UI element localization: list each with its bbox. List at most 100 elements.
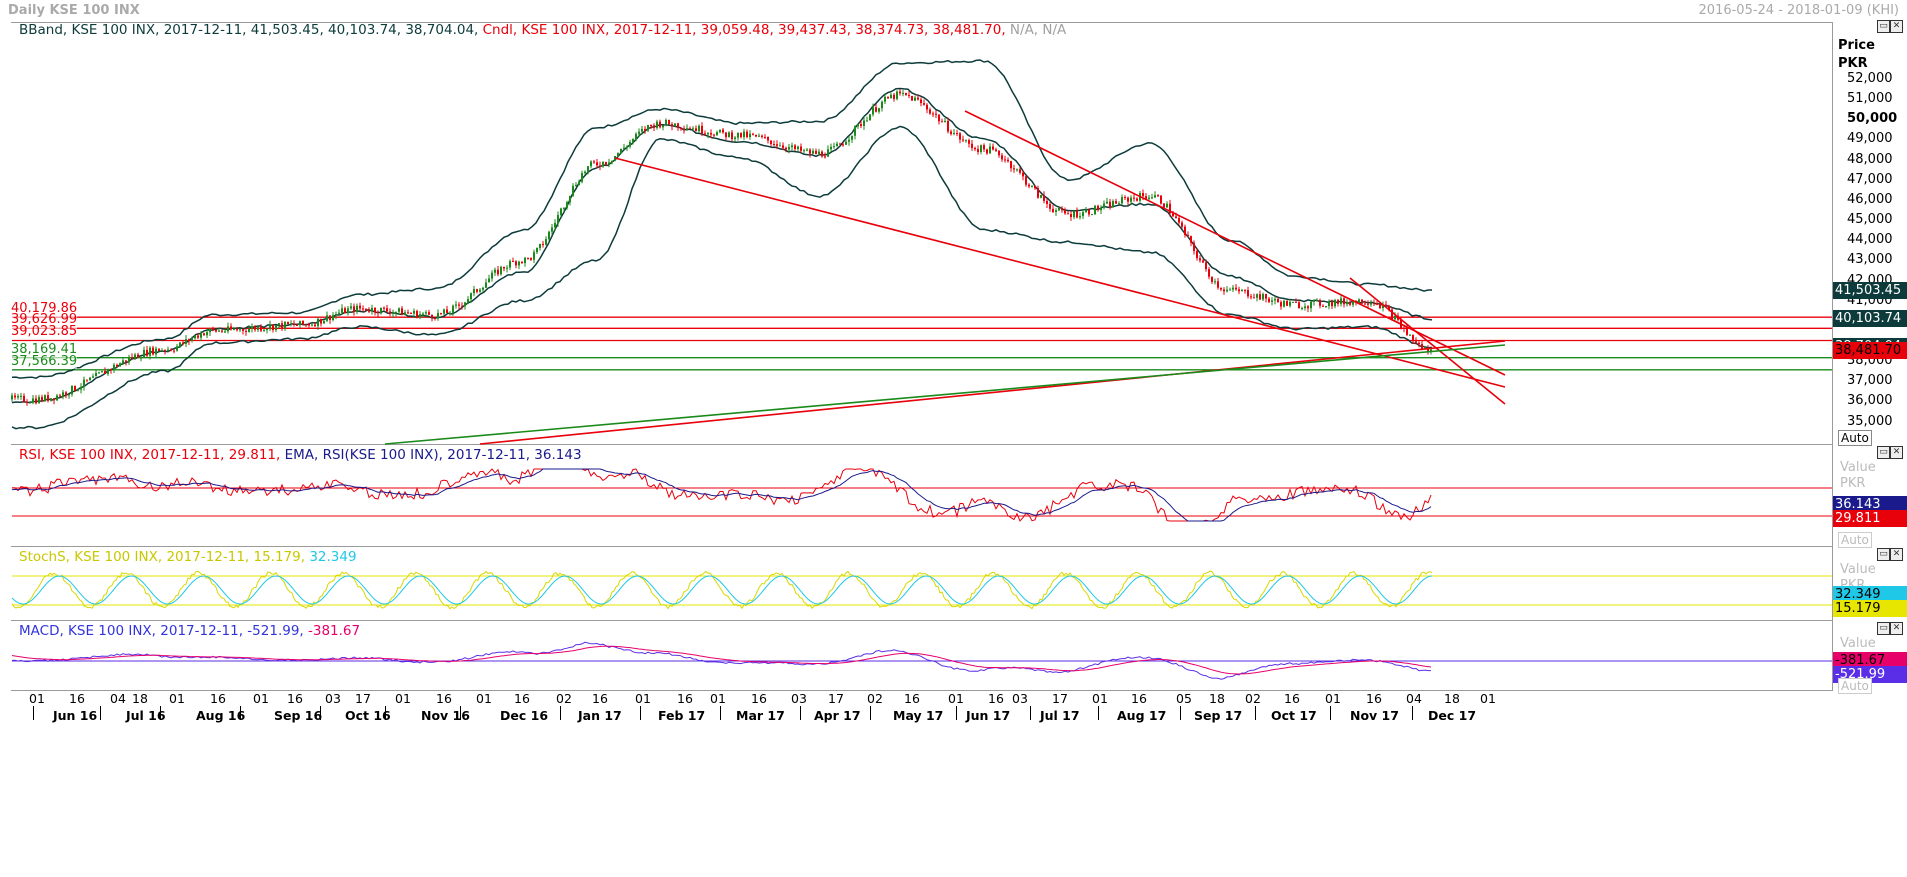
candle-body bbox=[137, 354, 139, 359]
candle-body bbox=[434, 318, 436, 320]
rsi-panel[interactable] bbox=[11, 444, 1833, 547]
candle-body bbox=[455, 304, 457, 306]
candle-body bbox=[20, 395, 22, 397]
month-separator bbox=[320, 706, 321, 720]
restore-icon[interactable]: ▭ bbox=[1877, 446, 1890, 459]
month-label: Sep 17 bbox=[1194, 708, 1243, 723]
restore-icon[interactable]: ▭ bbox=[1877, 20, 1890, 33]
candle-body bbox=[443, 309, 445, 314]
close-icon[interactable]: ✕ bbox=[1890, 622, 1903, 635]
candle-body bbox=[356, 305, 358, 312]
rsi-auto-button[interactable]: Auto bbox=[1838, 532, 1872, 548]
uptrend-line-green bbox=[384, 344, 1506, 445]
day-tick-label: 02 bbox=[556, 691, 572, 706]
candle-body bbox=[776, 144, 778, 146]
day-tick-label: 17 bbox=[1052, 691, 1068, 706]
candle-body bbox=[1052, 208, 1054, 213]
candle-body bbox=[143, 349, 145, 358]
candle-body bbox=[755, 134, 757, 137]
candle-body bbox=[668, 119, 670, 125]
candle-body bbox=[50, 398, 52, 401]
candle-body bbox=[1340, 298, 1342, 304]
month-label: Oct 17 bbox=[1271, 708, 1317, 723]
candle-body bbox=[113, 364, 115, 371]
candle-body bbox=[1283, 300, 1285, 307]
candle-body bbox=[884, 96, 886, 102]
candle-body bbox=[824, 156, 826, 158]
candle-body bbox=[299, 320, 301, 326]
candle-body bbox=[440, 312, 442, 314]
candle-body bbox=[500, 266, 502, 275]
day-tick-label: 01 bbox=[1092, 691, 1108, 706]
month-label: Nov 16 bbox=[421, 708, 470, 723]
candle-body bbox=[1409, 334, 1411, 336]
candle-body bbox=[743, 131, 745, 138]
macd-auto-button[interactable]: Auto bbox=[1838, 678, 1872, 694]
close-icon[interactable]: ✕ bbox=[1890, 548, 1903, 561]
candle-body bbox=[1301, 308, 1303, 310]
candle-body bbox=[698, 125, 700, 132]
price-auto-button[interactable]: Auto bbox=[1838, 430, 1872, 446]
candle-body bbox=[599, 165, 601, 167]
candle-legend: Cndl, KSE 100 INX, 2017-12-11, 39,059.48… bbox=[482, 22, 1010, 38]
candle-body bbox=[131, 357, 133, 359]
price-panel[interactable] bbox=[11, 22, 1833, 445]
candle-body bbox=[1184, 226, 1186, 236]
candle-body bbox=[1115, 201, 1117, 204]
candle-body bbox=[128, 357, 130, 363]
candle-body bbox=[425, 312, 427, 314]
day-tick-label: 18 bbox=[132, 691, 148, 706]
candle-body bbox=[1379, 303, 1381, 309]
candle-body bbox=[116, 364, 118, 367]
close-icon[interactable]: ✕ bbox=[1890, 446, 1903, 459]
candle-body bbox=[239, 329, 241, 331]
stoch-legend-text: StochS, KSE 100 INX, 2017-12-11, 15.179, bbox=[19, 549, 310, 565]
month-separator bbox=[1412, 706, 1413, 720]
candle-body bbox=[620, 148, 622, 154]
candle-body bbox=[206, 332, 208, 336]
close-icon[interactable]: ✕ bbox=[1890, 20, 1903, 33]
candle-body bbox=[1046, 200, 1048, 204]
candle-body bbox=[200, 333, 202, 338]
stoch-panel[interactable] bbox=[11, 546, 1833, 621]
candle-body bbox=[860, 124, 862, 126]
candle-body bbox=[248, 328, 250, 332]
stoch-signal-value-tag: 32.349 bbox=[1833, 586, 1907, 603]
month-separator bbox=[1330, 706, 1331, 720]
candle-body bbox=[638, 131, 640, 134]
candle-body bbox=[68, 394, 70, 396]
candle-body bbox=[1118, 203, 1120, 205]
price-tick-label: 36,000 bbox=[1847, 393, 1893, 409]
candle-body bbox=[44, 395, 46, 401]
time-axis[interactable]: 01 16 04 18 01 16 01 16 03 17 01 16 01 16 02 16 01 16 01 16… bbox=[0, 690, 1907, 730]
candle-body bbox=[608, 162, 610, 165]
candle-body bbox=[581, 173, 583, 182]
candle-body bbox=[590, 161, 592, 167]
restore-icon[interactable]: ▭ bbox=[1877, 622, 1890, 635]
candle-body bbox=[1130, 197, 1132, 202]
candle-body bbox=[1268, 298, 1270, 302]
candle-body bbox=[59, 395, 61, 397]
candle-body bbox=[1313, 300, 1315, 302]
candle-body bbox=[308, 324, 310, 326]
candle-body bbox=[992, 146, 994, 150]
month-label: Jun 17 bbox=[966, 708, 1011, 723]
candle-body bbox=[704, 133, 706, 135]
candle-body bbox=[1316, 300, 1318, 302]
horizontal-level-label: 38,169.41 bbox=[11, 341, 78, 357]
candle-body bbox=[770, 140, 772, 144]
restore-icon[interactable]: ▭ bbox=[1877, 548, 1890, 561]
candle-body bbox=[1304, 306, 1306, 309]
candle-body bbox=[92, 376, 94, 378]
price-value-tag: 38,481.70 bbox=[1833, 342, 1907, 360]
candle-body bbox=[293, 323, 295, 325]
candle-body bbox=[1325, 306, 1327, 308]
price-axis[interactable]: 52,000 51,000 50,000 49,000 48,000 47,000 46,0… bbox=[1833, 22, 1907, 444]
candle-body bbox=[1127, 197, 1129, 202]
candle-body bbox=[794, 145, 796, 150]
candle-body bbox=[209, 328, 211, 333]
candle-body bbox=[437, 312, 439, 319]
macd-panel[interactable] bbox=[11, 620, 1833, 691]
candle-body bbox=[1226, 289, 1228, 292]
